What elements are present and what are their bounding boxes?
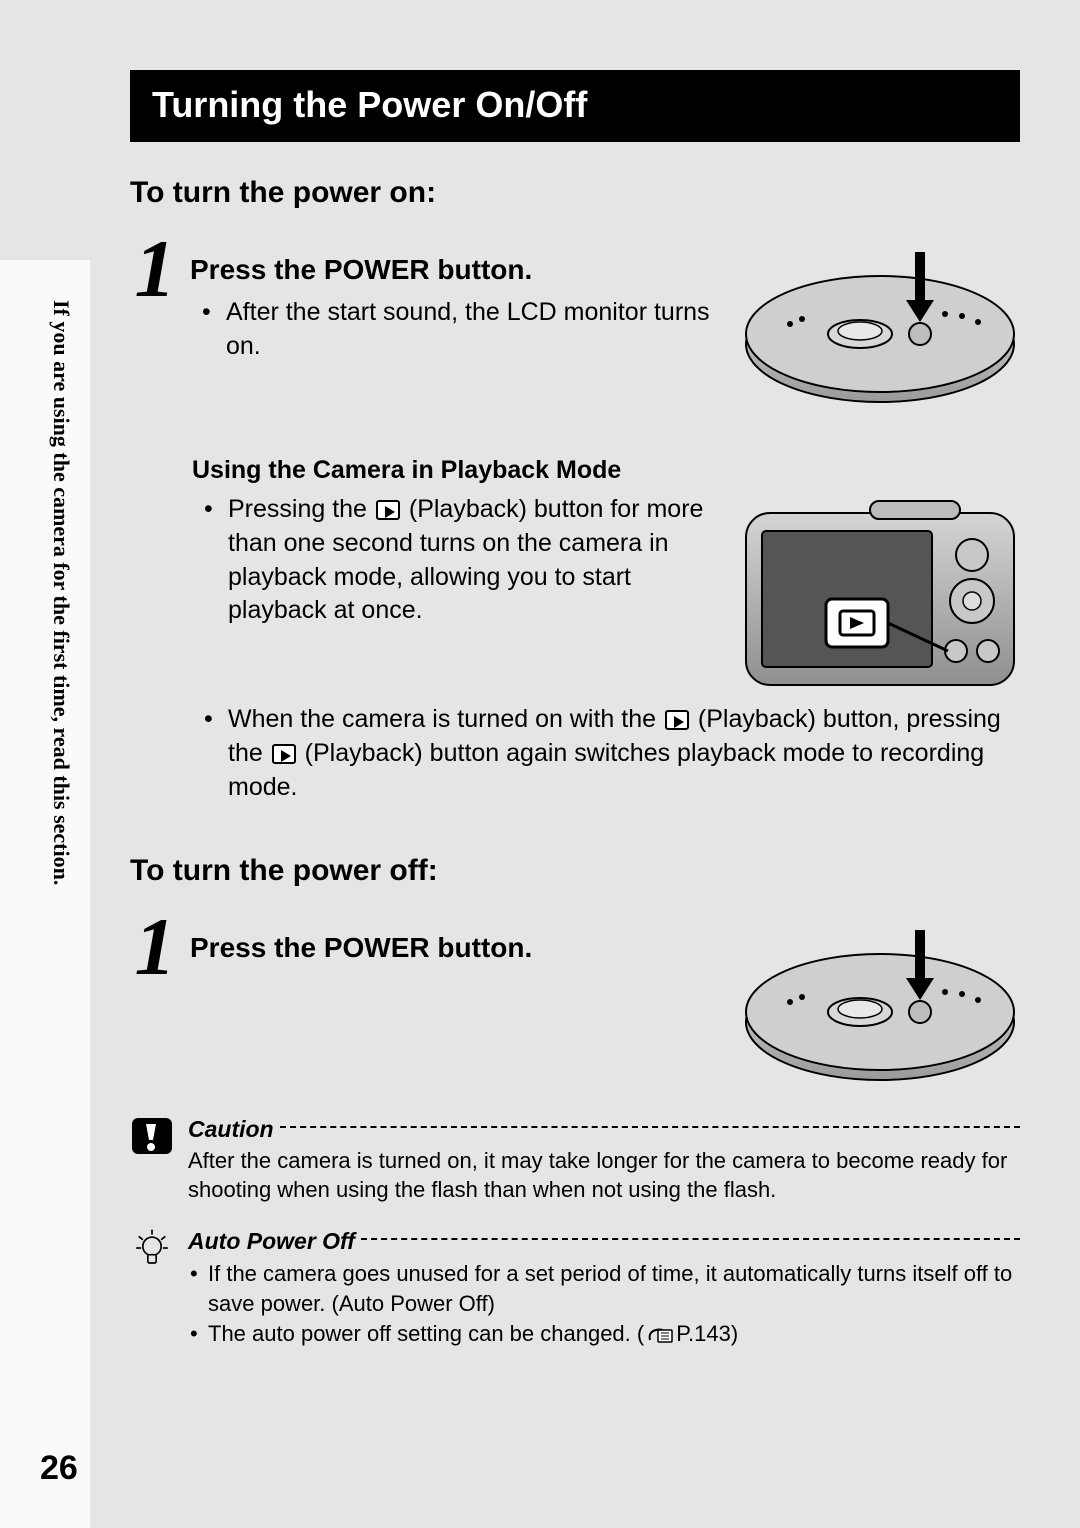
text-fragment: The auto power off setting can be change…	[208, 1321, 644, 1346]
heading-playback-mode: Using the Camera in Playback Mode	[130, 456, 1020, 485]
bullet-item: After the start sound, the LCD monitor t…	[190, 296, 720, 364]
caution-note: Caution After the camera is turned on, i…	[130, 1116, 1020, 1204]
auto-power-off-label: Auto Power Off	[188, 1228, 355, 1255]
camera-top-illustration	[740, 912, 1020, 1087]
playback-icon	[272, 744, 296, 764]
margin-tab-top	[0, 0, 90, 260]
step-title: Press the POWER button.	[190, 932, 720, 964]
step-title: Press the POWER button.	[190, 254, 720, 286]
step-number: 1	[130, 240, 180, 297]
text-fragment: P.143)	[676, 1321, 738, 1346]
text-fragment: (Playback) button again switches playbac…	[228, 739, 984, 801]
bullet-item: When the camera is turned on with the (P…	[192, 703, 1020, 804]
dash-rule	[361, 1238, 1020, 1240]
playback-icon	[376, 500, 400, 520]
page-title: Turning the Power On/Off	[130, 70, 1020, 142]
bullet-item: The auto power off setting can be change…	[188, 1319, 1020, 1349]
heading-power-off: To turn the power off:	[130, 854, 1020, 888]
camera-top-illustration	[740, 234, 1020, 409]
step-1-off: 1 Press the POWER button.	[130, 912, 1020, 1092]
playback-bullets-2: When the camera is turned on with the (P…	[192, 703, 1020, 804]
text-fragment: Pressing the	[228, 495, 374, 523]
step-1-on: 1 Press the POWER button. After the star…	[130, 234, 1020, 414]
sidebar-vertical-text: If you are using the camera for the firs…	[48, 300, 74, 885]
bullet-item: Pressing the (Playback) button for more …	[192, 493, 720, 628]
page-content: Turning the Power On/Off To turn the pow…	[90, 0, 1080, 1528]
page-number: 26	[40, 1449, 78, 1488]
auto-power-off-bullets: If the camera goes unused for a set peri…	[188, 1259, 1020, 1348]
lightbulb-icon	[130, 1228, 174, 1268]
step-number: 1	[130, 918, 180, 975]
text-fragment: When the camera is turned on with the	[228, 705, 663, 733]
margin-tab-body	[0, 260, 90, 1528]
step-bullets: After the start sound, the LCD monitor t…	[190, 296, 720, 364]
playback-bullets: Pressing the (Playback) button for more …	[192, 493, 720, 628]
dash-rule	[280, 1126, 1020, 1128]
page-ref-icon	[646, 1324, 674, 1344]
heading-power-on: To turn the power on:	[130, 176, 1020, 210]
bullet-item: If the camera goes unused for a set peri…	[188, 1259, 1020, 1318]
caution-text: After the camera is turned on, it may ta…	[188, 1147, 1020, 1204]
camera-back-illustration	[740, 493, 1020, 698]
caution-icon	[130, 1116, 174, 1156]
caution-label: Caution	[188, 1116, 274, 1143]
playback-icon	[665, 710, 689, 730]
auto-power-off-note: Auto Power Off If the camera goes unused…	[130, 1228, 1020, 1348]
